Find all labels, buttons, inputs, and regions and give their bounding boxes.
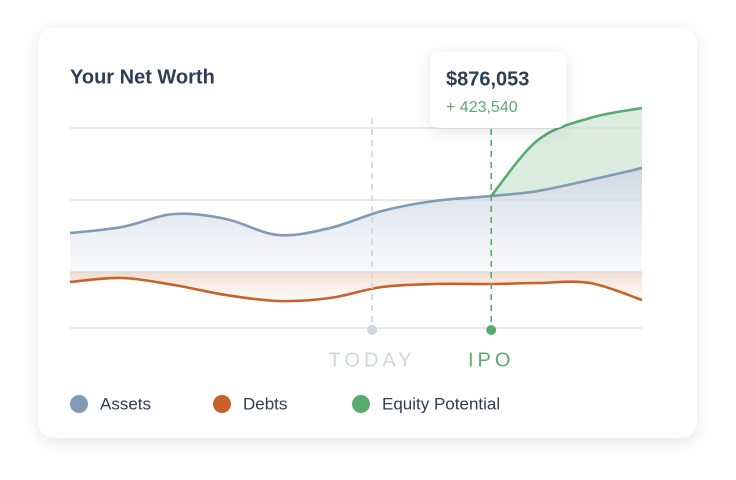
debts-area (70, 272, 642, 302)
legend-label: Equity Potential (382, 394, 500, 413)
legend-label: Debts (243, 394, 287, 413)
chart-title: Your Net Worth (70, 66, 215, 88)
series-line (490, 106, 643, 197)
legend-swatch (70, 395, 88, 413)
series-line (69, 166, 643, 237)
marker-label: TODAY (329, 349, 416, 371)
marker-dot (486, 325, 497, 335)
marker-label: IPO (468, 349, 514, 371)
tooltip-change: + 423,540 (446, 99, 518, 116)
equity-area (491, 108, 642, 196)
series-line (69, 276, 643, 303)
tooltip-value: $876,053 (446, 68, 529, 90)
legend-swatch (213, 395, 231, 413)
marker-dot (367, 325, 378, 335)
tooltip (430, 52, 566, 128)
legend-label: Assets (100, 394, 151, 413)
legend-swatch (352, 395, 370, 413)
